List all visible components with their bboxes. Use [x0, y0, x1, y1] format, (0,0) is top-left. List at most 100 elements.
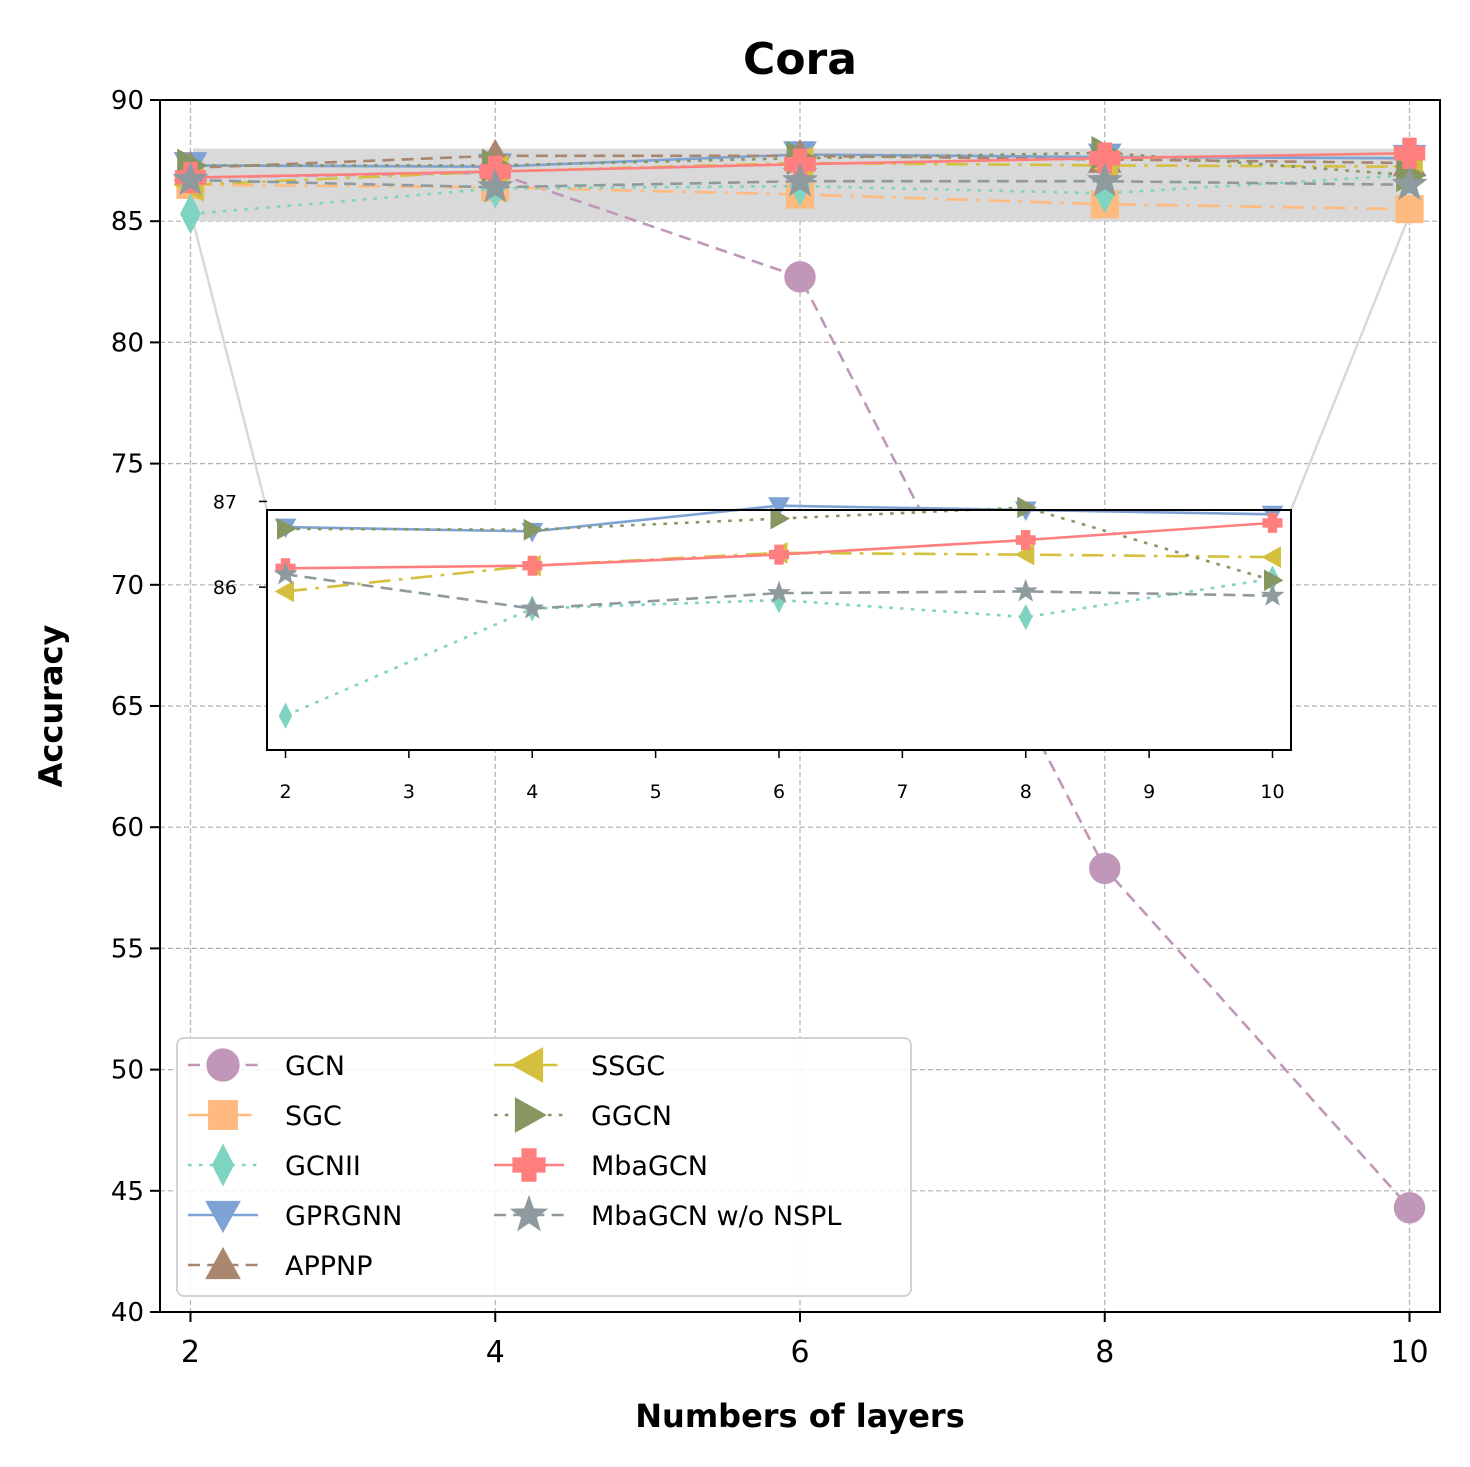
y-tick-label: 85 — [111, 207, 144, 237]
legend-entry-appnp: APPNP — [188, 1246, 373, 1282]
x-axis-label: Numbers of layers — [635, 1397, 965, 1435]
legend: GCN SGC GCNII GPRGNN APPNP SSGC GGCN MbaGCN MbaG… — [176, 1037, 912, 1297]
inset-data-point-gprgnn — [768, 497, 790, 517]
inset-x-tick-label: 8 — [1020, 781, 1032, 803]
series-line-gcnii — [190, 173, 1410, 216]
legend-marker-mbagcn-w-o-nspl — [509, 1194, 549, 1232]
inset-x-tick-label: 6 — [773, 781, 785, 803]
inset-series-line-ggcn — [285, 506, 1273, 582]
inset-data-point-ggcn — [1017, 496, 1037, 519]
inset-data-point-mbagcn-w-o-nspl — [1260, 583, 1285, 606]
data-point-gcn — [1089, 852, 1121, 885]
inset-axis-ticks: 2 3 4 5 6 7 8 9 10 86 87 — [213, 491, 1285, 803]
legend-label-gcn: GCN — [285, 1051, 345, 1082]
legend-marker-ssgc — [510, 1047, 544, 1083]
inset-series-layer — [273, 496, 1285, 729]
legend-label-ssgc: SSGC — [591, 1051, 665, 1082]
legend-entry-mbagcn: MbaGCN — [494, 1148, 708, 1182]
inset-x-tick-label: 3 — [403, 781, 415, 803]
legend-items: GCN SGC GCNII GPRGNN APPNP SSGC GGCN MbaGCN MbaG… — [188, 1047, 841, 1282]
chart-title: Cora — [743, 34, 857, 85]
legend-marker-sgc — [208, 1100, 238, 1130]
legend-label-mbagcn-w-o-nspl: MbaGCN w/o NSPL — [591, 1201, 841, 1232]
inset-y-tick-label: 86 — [213, 577, 237, 599]
inset-data-point-ggcn — [770, 507, 791, 530]
inset-data-point-ssgc — [274, 580, 295, 603]
legend-entry-sgc: SGC — [188, 1100, 342, 1132]
y-tick-label: 55 — [111, 934, 144, 964]
legend-marker-gcn — [206, 1048, 240, 1082]
legend-label-gcnii: GCNII — [285, 1151, 361, 1182]
inset-data-point-mbagcn — [1015, 530, 1036, 550]
x-tick-label: 2 — [181, 1335, 200, 1370]
inset-data-point-mbagcn-w-o-nspl — [520, 596, 545, 619]
inset-data-point-mbagcn-w-o-nspl — [767, 580, 791, 604]
x-tick-label: 4 — [486, 1335, 505, 1370]
series-line-appnp — [190, 154, 1410, 170]
y-tick-label: 45 — [111, 1177, 144, 1207]
data-point-sgc — [1395, 194, 1424, 224]
y-tick-label: 60 — [111, 813, 144, 843]
inset-data-point-mbagcn — [1262, 512, 1283, 533]
inset-y-tick-label: 87 — [213, 491, 237, 513]
data-point-mbagcn — [1089, 142, 1121, 174]
legend-label-sgc: SGC — [285, 1101, 342, 1132]
data-point-gcn — [784, 261, 816, 293]
inset-x-tick-label: 5 — [650, 781, 662, 803]
data-point-gcn — [1393, 1192, 1426, 1224]
legend-entry-gcn: GCN — [188, 1048, 345, 1082]
legend-label-mbagcn: MbaGCN — [591, 1151, 708, 1182]
inset-data-point-mbagcn — [522, 555, 543, 576]
data-point-mbagcn-w-o-nspl — [1391, 165, 1428, 201]
inset-data-point-ggcn — [523, 518, 544, 541]
legend-marker-appnp — [205, 1246, 241, 1280]
legend-marker-ggcn — [514, 1097, 548, 1133]
legend-marker-gcnii — [211, 1143, 235, 1187]
y-tick-label: 65 — [111, 692, 144, 722]
data-point-mbagcn-w-o-nspl — [781, 162, 819, 197]
legend-marker-gprgnn — [205, 1200, 241, 1234]
zoom-connector-left — [191, 220, 269, 511]
inset-data-point-ssgc — [1261, 546, 1281, 568]
inset-data-point-gcnii — [1018, 604, 1033, 631]
inset-data-point-mbagcn-w-o-nspl — [1013, 578, 1038, 602]
inset-data-point-ggcn — [1263, 569, 1284, 592]
y-tick-label: 50 — [111, 1056, 144, 1086]
legend-entry-ggcn: GGCN — [494, 1097, 672, 1133]
series-mbagcn-w-o-nspl — [172, 160, 1428, 203]
legend-entry-mbagcn-w-o-nspl: MbaGCN w/o NSPL — [494, 1194, 841, 1232]
y-tick-label: 70 — [111, 571, 144, 601]
legend-label-gprgnn: GPRGNN — [285, 1201, 402, 1232]
series-line-ssgc — [190, 161, 1410, 187]
y-tick-label: 40 — [111, 1298, 144, 1328]
y-tick-label: 90 — [111, 86, 144, 116]
inset-x-tick-label: 9 — [1143, 781, 1155, 803]
inset-series-mbagcn-w-o-nspl — [273, 561, 1285, 619]
series-line-ggcn — [190, 151, 1410, 177]
inset-x-tick-label: 2 — [279, 781, 291, 803]
inset-data-point-mbagcn-w-o-nspl — [273, 561, 298, 585]
y-tick-label: 75 — [111, 450, 144, 480]
x-tick-label: 6 — [790, 1335, 809, 1370]
series-line-mbagcn-w-o-nspl — [190, 178, 1410, 189]
data-point-mbagcn — [1393, 137, 1426, 169]
inset-data-point-mbagcn — [769, 544, 789, 565]
inset-data-point-gcnii — [278, 702, 293, 729]
legend-marker-mbagcn — [512, 1148, 546, 1182]
legend-entry-ssgc: SSGC — [494, 1047, 665, 1083]
inset-x-tick-label: 4 — [526, 781, 538, 803]
inset-x-tick-label: 10 — [1260, 781, 1284, 803]
inset-x-tick-label: 7 — [896, 781, 908, 803]
inset-series-ggcn — [277, 496, 1284, 592]
data-point-gcnii — [179, 193, 201, 235]
data-point-mbagcn-w-o-nspl — [172, 160, 209, 196]
inset-zoom-plot: 2 3 4 5 6 7 8 9 10 86 87 — [213, 491, 1292, 803]
data-point-mbagcn-w-o-nspl — [477, 168, 514, 203]
zoom-connector-right — [1289, 220, 1409, 511]
data-point-mbagcn-w-o-nspl — [1086, 162, 1123, 197]
inset-data-point-ggcn — [277, 518, 297, 540]
legend-label-ggcn: GGCN — [591, 1101, 672, 1132]
legend-entry-gcnii: GCNII — [188, 1143, 361, 1187]
